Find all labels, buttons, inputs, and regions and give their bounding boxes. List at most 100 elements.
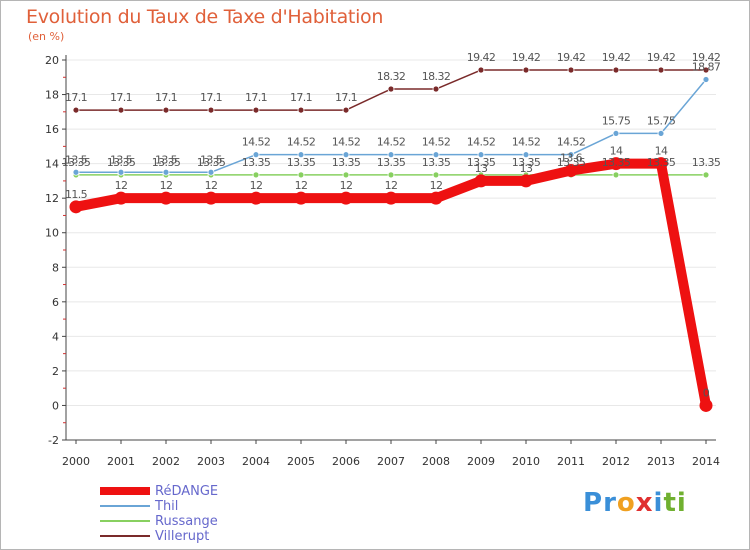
x-tick-label: 2007 (377, 455, 405, 468)
data-label: 13.35 (62, 156, 91, 169)
data-point (564, 164, 578, 178)
data-point (702, 76, 710, 83)
data-label: 13.35 (647, 156, 676, 169)
data-label: 14.52 (377, 136, 406, 149)
data-label: 13.6 (560, 152, 583, 165)
data-label: 14.52 (557, 136, 586, 149)
data-label: 14.52 (332, 136, 361, 149)
data-label: 17.1 (245, 91, 267, 104)
data-label: 13.35 (602, 156, 631, 169)
data-label: 17.1 (65, 91, 87, 104)
data-point (474, 174, 488, 188)
data-label: 13.35 (467, 156, 496, 169)
data-label: 12 (115, 179, 128, 192)
data-label: 17.1 (110, 91, 132, 104)
data-label: 13.35 (152, 156, 181, 169)
legend-label-russange: Russange (155, 514, 218, 529)
data-label: 13.35 (557, 156, 586, 169)
x-tick-label: 2001 (107, 455, 135, 468)
y-tick-label: 10 (45, 227, 59, 240)
data-label: 12 (430, 179, 443, 192)
data-label: 13.35 (512, 156, 541, 169)
data-label: 13.35 (692, 156, 721, 169)
data-label: 13 (520, 162, 533, 175)
x-tick-label: 2000 (62, 455, 90, 468)
data-point (387, 85, 395, 93)
data-label: 12 (385, 179, 398, 192)
logo-letter: t (663, 488, 677, 518)
data-label: 13.35 (377, 156, 406, 169)
data-label: 14.52 (422, 136, 451, 149)
x-tick-label: 2009 (467, 455, 495, 468)
data-point (519, 174, 533, 188)
data-label: 12 (250, 179, 263, 192)
data-point (432, 151, 440, 159)
x-tick-label: 2004 (242, 455, 270, 468)
data-point (162, 168, 170, 176)
data-point (72, 168, 80, 176)
data-label: 12 (340, 179, 353, 192)
data-label: 14.52 (467, 136, 496, 149)
data-point (252, 106, 260, 114)
legend-swatch-russange (100, 520, 150, 522)
y-axis-unit-label: (en %) (28, 30, 65, 43)
y-tick-label: 2 (52, 365, 59, 378)
data-label: 12 (205, 179, 218, 192)
data-label: 17.1 (290, 91, 312, 104)
data-label: 13.5 (200, 153, 223, 166)
data-point (657, 66, 665, 74)
data-label: 17.1 (200, 91, 222, 104)
logo-letter: i (653, 488, 664, 518)
logo-letter: r (603, 488, 617, 518)
legend-label-villerupt: Villerupt (155, 529, 210, 544)
data-label: 13.5 (110, 153, 133, 166)
proxiti-logo: Proxiti (583, 488, 687, 518)
data-point (612, 130, 620, 137)
data-point (477, 66, 485, 74)
data-label: 15.75 (647, 114, 676, 127)
y-tick-label: 4 (52, 330, 59, 343)
data-point (567, 151, 575, 159)
data-point (387, 171, 395, 179)
data-point (204, 191, 218, 205)
data-label: 12 (160, 179, 173, 192)
data-label: 19.42 (602, 51, 631, 64)
data-label: 13.35 (422, 156, 451, 169)
data-point (114, 191, 128, 205)
legend-swatch-villerupt (100, 535, 150, 537)
data-point (252, 151, 260, 159)
data-point (297, 151, 305, 159)
data-point (159, 191, 173, 205)
y-tick-label: 6 (52, 296, 59, 309)
chart-title: Evolution du Taux de Taxe d'Habitation (26, 6, 384, 28)
data-point (342, 151, 350, 159)
data-label: 13.5 (65, 153, 88, 166)
data-point (72, 106, 80, 114)
data-label: 19.42 (467, 51, 496, 64)
data-label: 17.1 (335, 91, 357, 104)
data-point (297, 106, 305, 114)
data-point (702, 66, 710, 74)
data-point (522, 66, 530, 74)
data-label: 17.1 (155, 91, 177, 104)
legend-swatch-thil (100, 505, 150, 507)
data-label: 19.42 (512, 51, 541, 64)
y-tick-label: 12 (45, 192, 59, 205)
data-point (699, 398, 713, 412)
data-point (294, 191, 308, 205)
data-point (252, 171, 260, 179)
logo-letter: P (583, 488, 604, 518)
data-point (342, 106, 350, 114)
data-point (249, 191, 263, 205)
data-point (117, 168, 125, 176)
data-label: 18.32 (377, 70, 406, 83)
x-tick-label: 2014 (692, 455, 720, 468)
data-point (207, 106, 215, 114)
data-point (387, 151, 395, 159)
data-point (702, 171, 710, 179)
logo-letter: i (676, 488, 687, 518)
y-tick-label: 20 (45, 54, 59, 67)
data-label: 13.35 (332, 156, 361, 169)
